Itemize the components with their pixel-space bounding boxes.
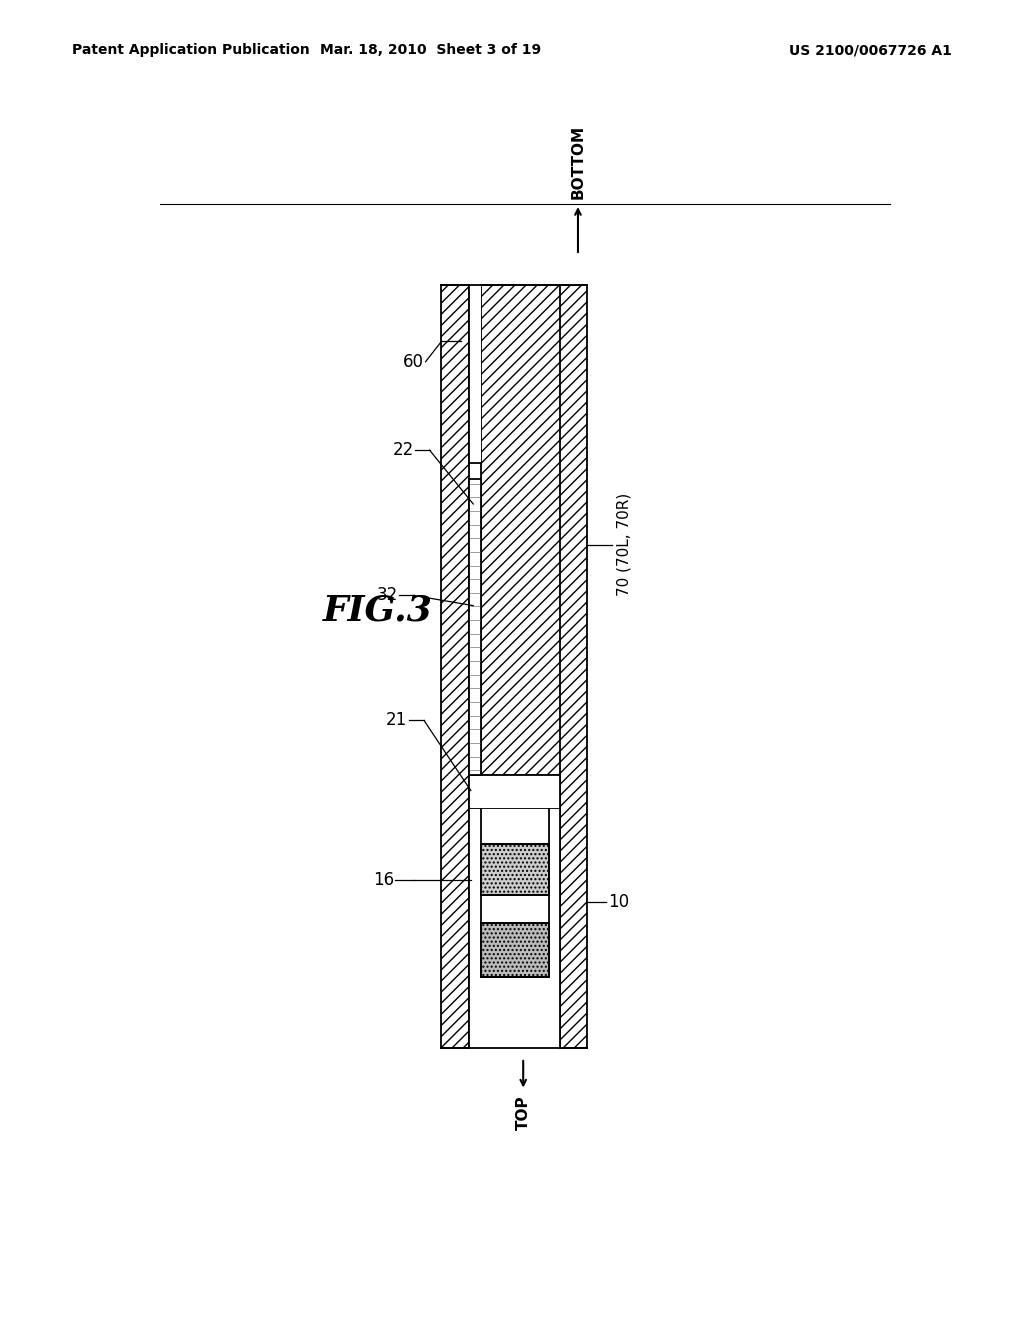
Bar [481,977,549,1048]
Bar [469,775,560,809]
Text: 70 (70L, 70R): 70 (70L, 70R) [616,492,631,597]
Text: US 2100/0067726 A1: US 2100/0067726 A1 [790,44,952,57]
Bar [481,809,549,845]
Text: Patent Application Publication: Patent Application Publication [72,44,309,57]
Bar [441,285,469,1048]
Bar [469,285,481,463]
Text: 10: 10 [608,894,630,911]
Bar [481,923,549,977]
Text: FIG.3: FIG.3 [323,594,432,628]
Text: 22: 22 [392,441,414,459]
Bar [469,809,560,1048]
Text: TOP: TOP [516,1096,530,1130]
Text: 60: 60 [403,352,424,371]
Text: 21: 21 [386,711,408,730]
Text: Mar. 18, 2010  Sheet 3 of 19: Mar. 18, 2010 Sheet 3 of 19 [319,44,541,57]
Text: 16: 16 [373,871,394,890]
Text: 32: 32 [377,586,397,605]
Bar [560,285,587,1048]
Bar [481,285,583,775]
Bar [481,845,549,895]
Text: BOTTOM: BOTTOM [570,125,586,199]
Bar [469,479,481,775]
